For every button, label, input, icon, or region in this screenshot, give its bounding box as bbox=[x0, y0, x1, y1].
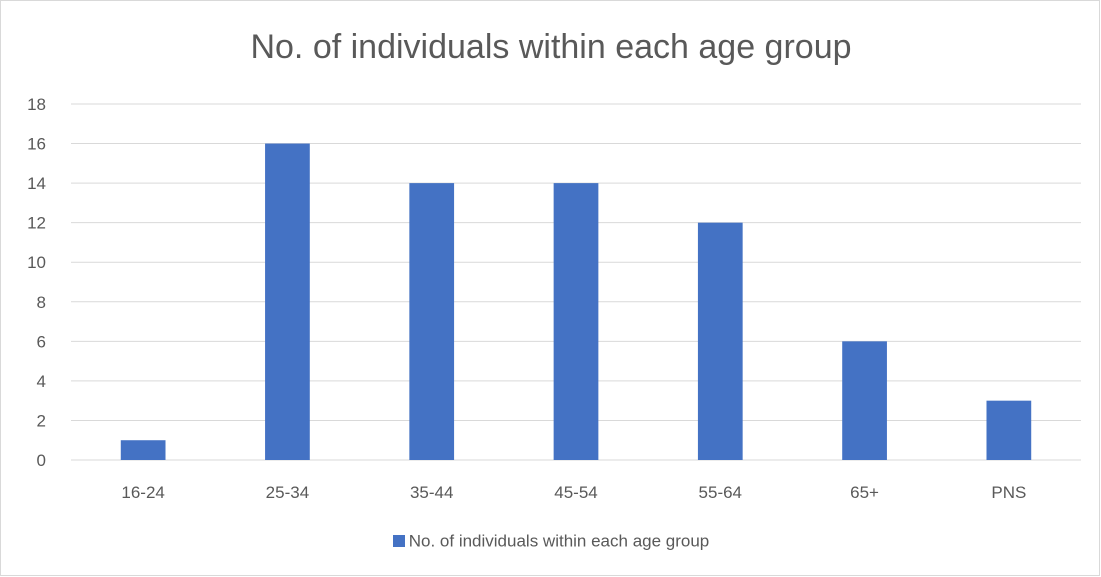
bars bbox=[120, 143, 1032, 461]
y-tick-label: 16 bbox=[27, 135, 46, 154]
legend: No. of individuals within each age group bbox=[1, 531, 1101, 552]
bar-35-44 bbox=[409, 183, 455, 460]
y-tick-label: 14 bbox=[27, 174, 46, 193]
x-tick-label: 16-24 bbox=[121, 483, 164, 502]
chart-title: No. of individuals within each age group bbox=[250, 28, 852, 66]
x-tick-label: 65+ bbox=[850, 483, 879, 502]
bar-PNS bbox=[986, 400, 1032, 460]
bar-55-64 bbox=[697, 222, 743, 460]
bar-65+ bbox=[842, 341, 887, 460]
bar-45-54 bbox=[553, 183, 599, 460]
y-tick-label: 10 bbox=[27, 253, 46, 272]
x-tick-label: 25-34 bbox=[266, 483, 309, 502]
x-tick-label: PNS bbox=[991, 483, 1026, 502]
x-tick-label: 45-54 bbox=[554, 483, 597, 502]
legend-label: No. of individuals within each age group bbox=[408, 531, 710, 551]
x-tick-label: 55-64 bbox=[699, 483, 742, 502]
x-tick-label: 35-44 bbox=[410, 483, 453, 502]
y-axis-tick-labels: 0 2 4 6 8 10 12 14 16 18 bbox=[27, 95, 46, 470]
y-tick-label: 4 bbox=[37, 372, 46, 391]
bar-25-34 bbox=[265, 143, 310, 461]
y-tick-label: 18 bbox=[27, 95, 46, 114]
y-tick-label: 6 bbox=[37, 332, 46, 351]
y-tick-label: 12 bbox=[27, 214, 46, 233]
x-axis-tick-labels: 16-24 25-34 35-44 45-54 55-64 65+ PNS bbox=[121, 483, 1026, 502]
y-tick-label: 8 bbox=[37, 293, 46, 312]
y-tick-label: 0 bbox=[37, 451, 46, 470]
y-tick-label: 2 bbox=[37, 411, 46, 430]
legend-swatch bbox=[392, 534, 405, 547]
bar-16-24 bbox=[120, 440, 166, 460]
